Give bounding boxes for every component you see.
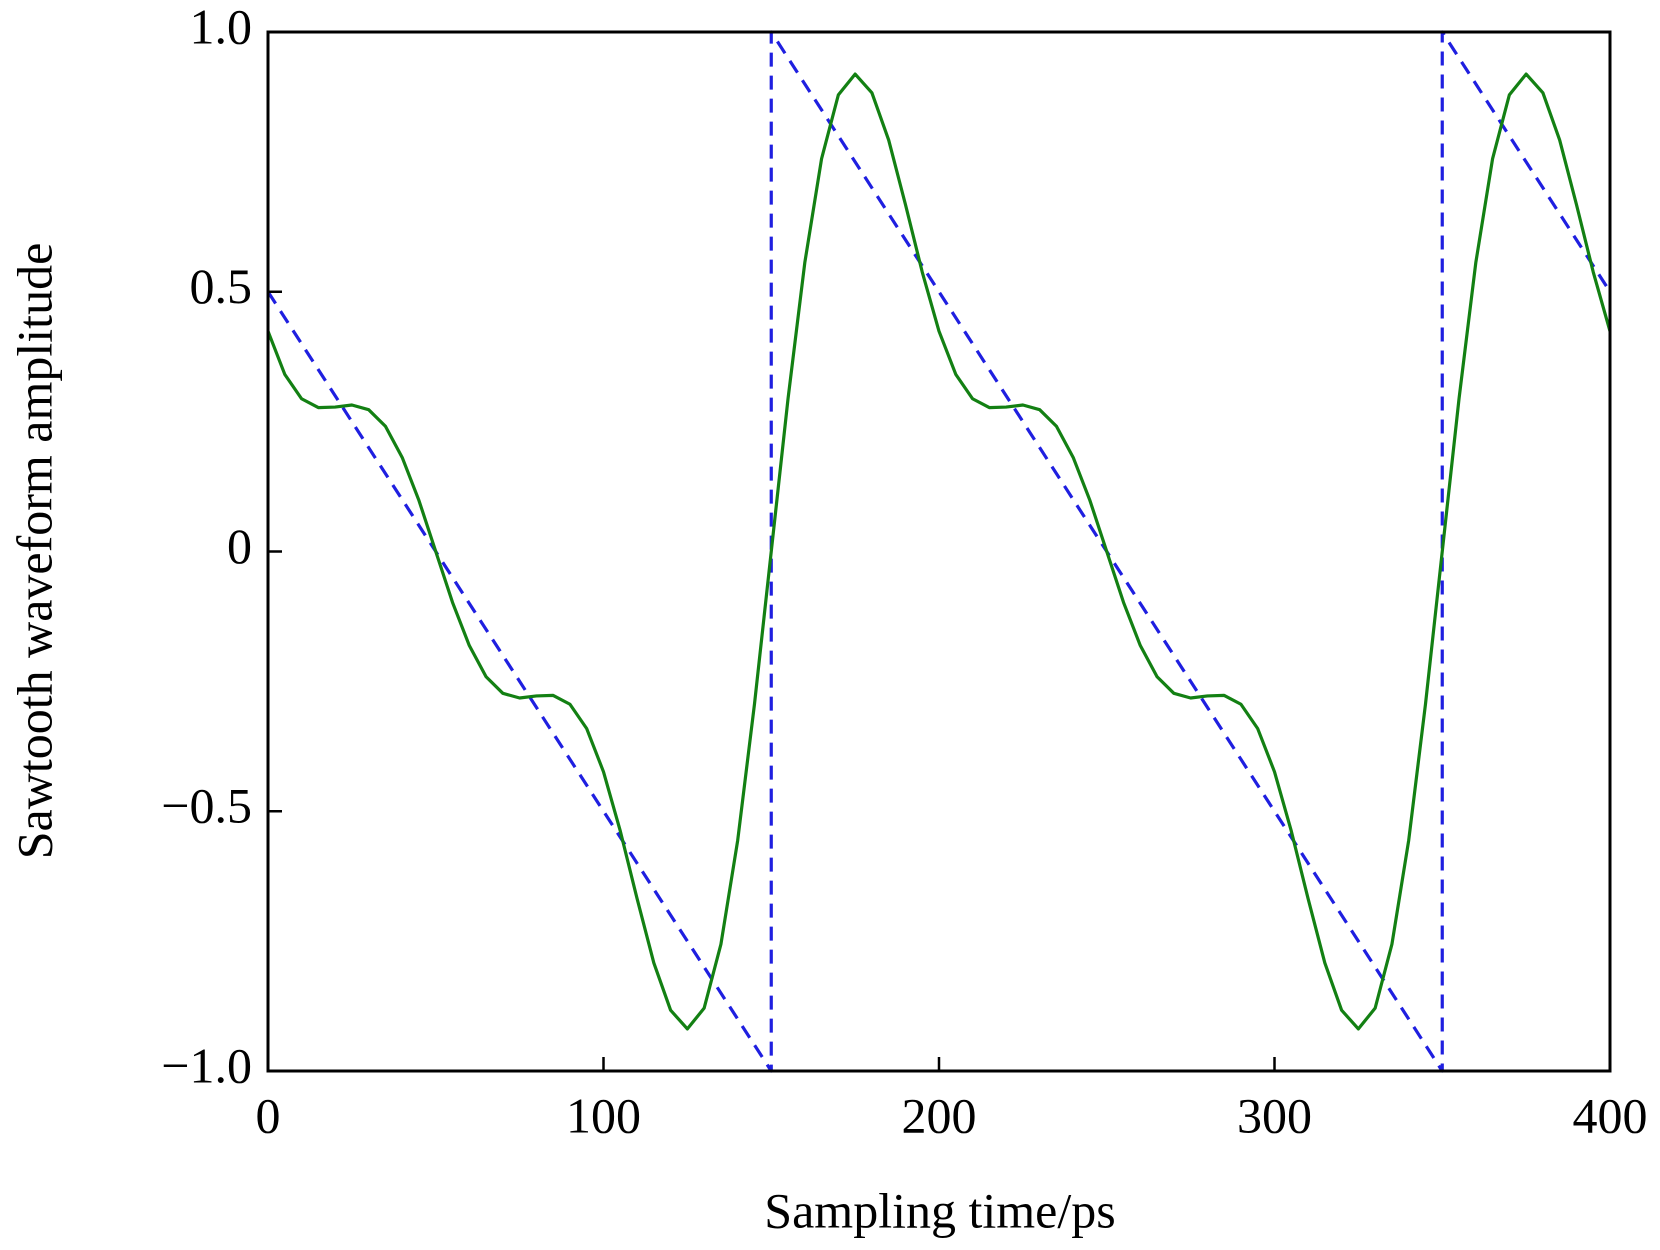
y-tick-label: −0.5 xyxy=(161,778,252,834)
y-axis-label: Sawtooth waveform amplitude xyxy=(6,243,62,860)
y-tick-label: −1.0 xyxy=(161,1037,252,1093)
x-tick-label: 100 xyxy=(566,1087,641,1143)
x-tick-label: 0 xyxy=(256,1087,281,1143)
plot-frame xyxy=(266,30,1612,1073)
y-tick-label: 1.0 xyxy=(190,0,253,54)
x-tick-label: 400 xyxy=(1573,1087,1648,1143)
x-tick-label: 300 xyxy=(1237,1087,1312,1143)
y-tick-label: 0.5 xyxy=(190,258,253,314)
y-tick-label: 0 xyxy=(227,518,252,574)
series-line xyxy=(266,72,1612,1031)
x-axis-label: Sampling time/ps xyxy=(764,1182,1115,1238)
x-tick-label: 200 xyxy=(902,1087,977,1143)
series-line xyxy=(266,30,1612,1073)
